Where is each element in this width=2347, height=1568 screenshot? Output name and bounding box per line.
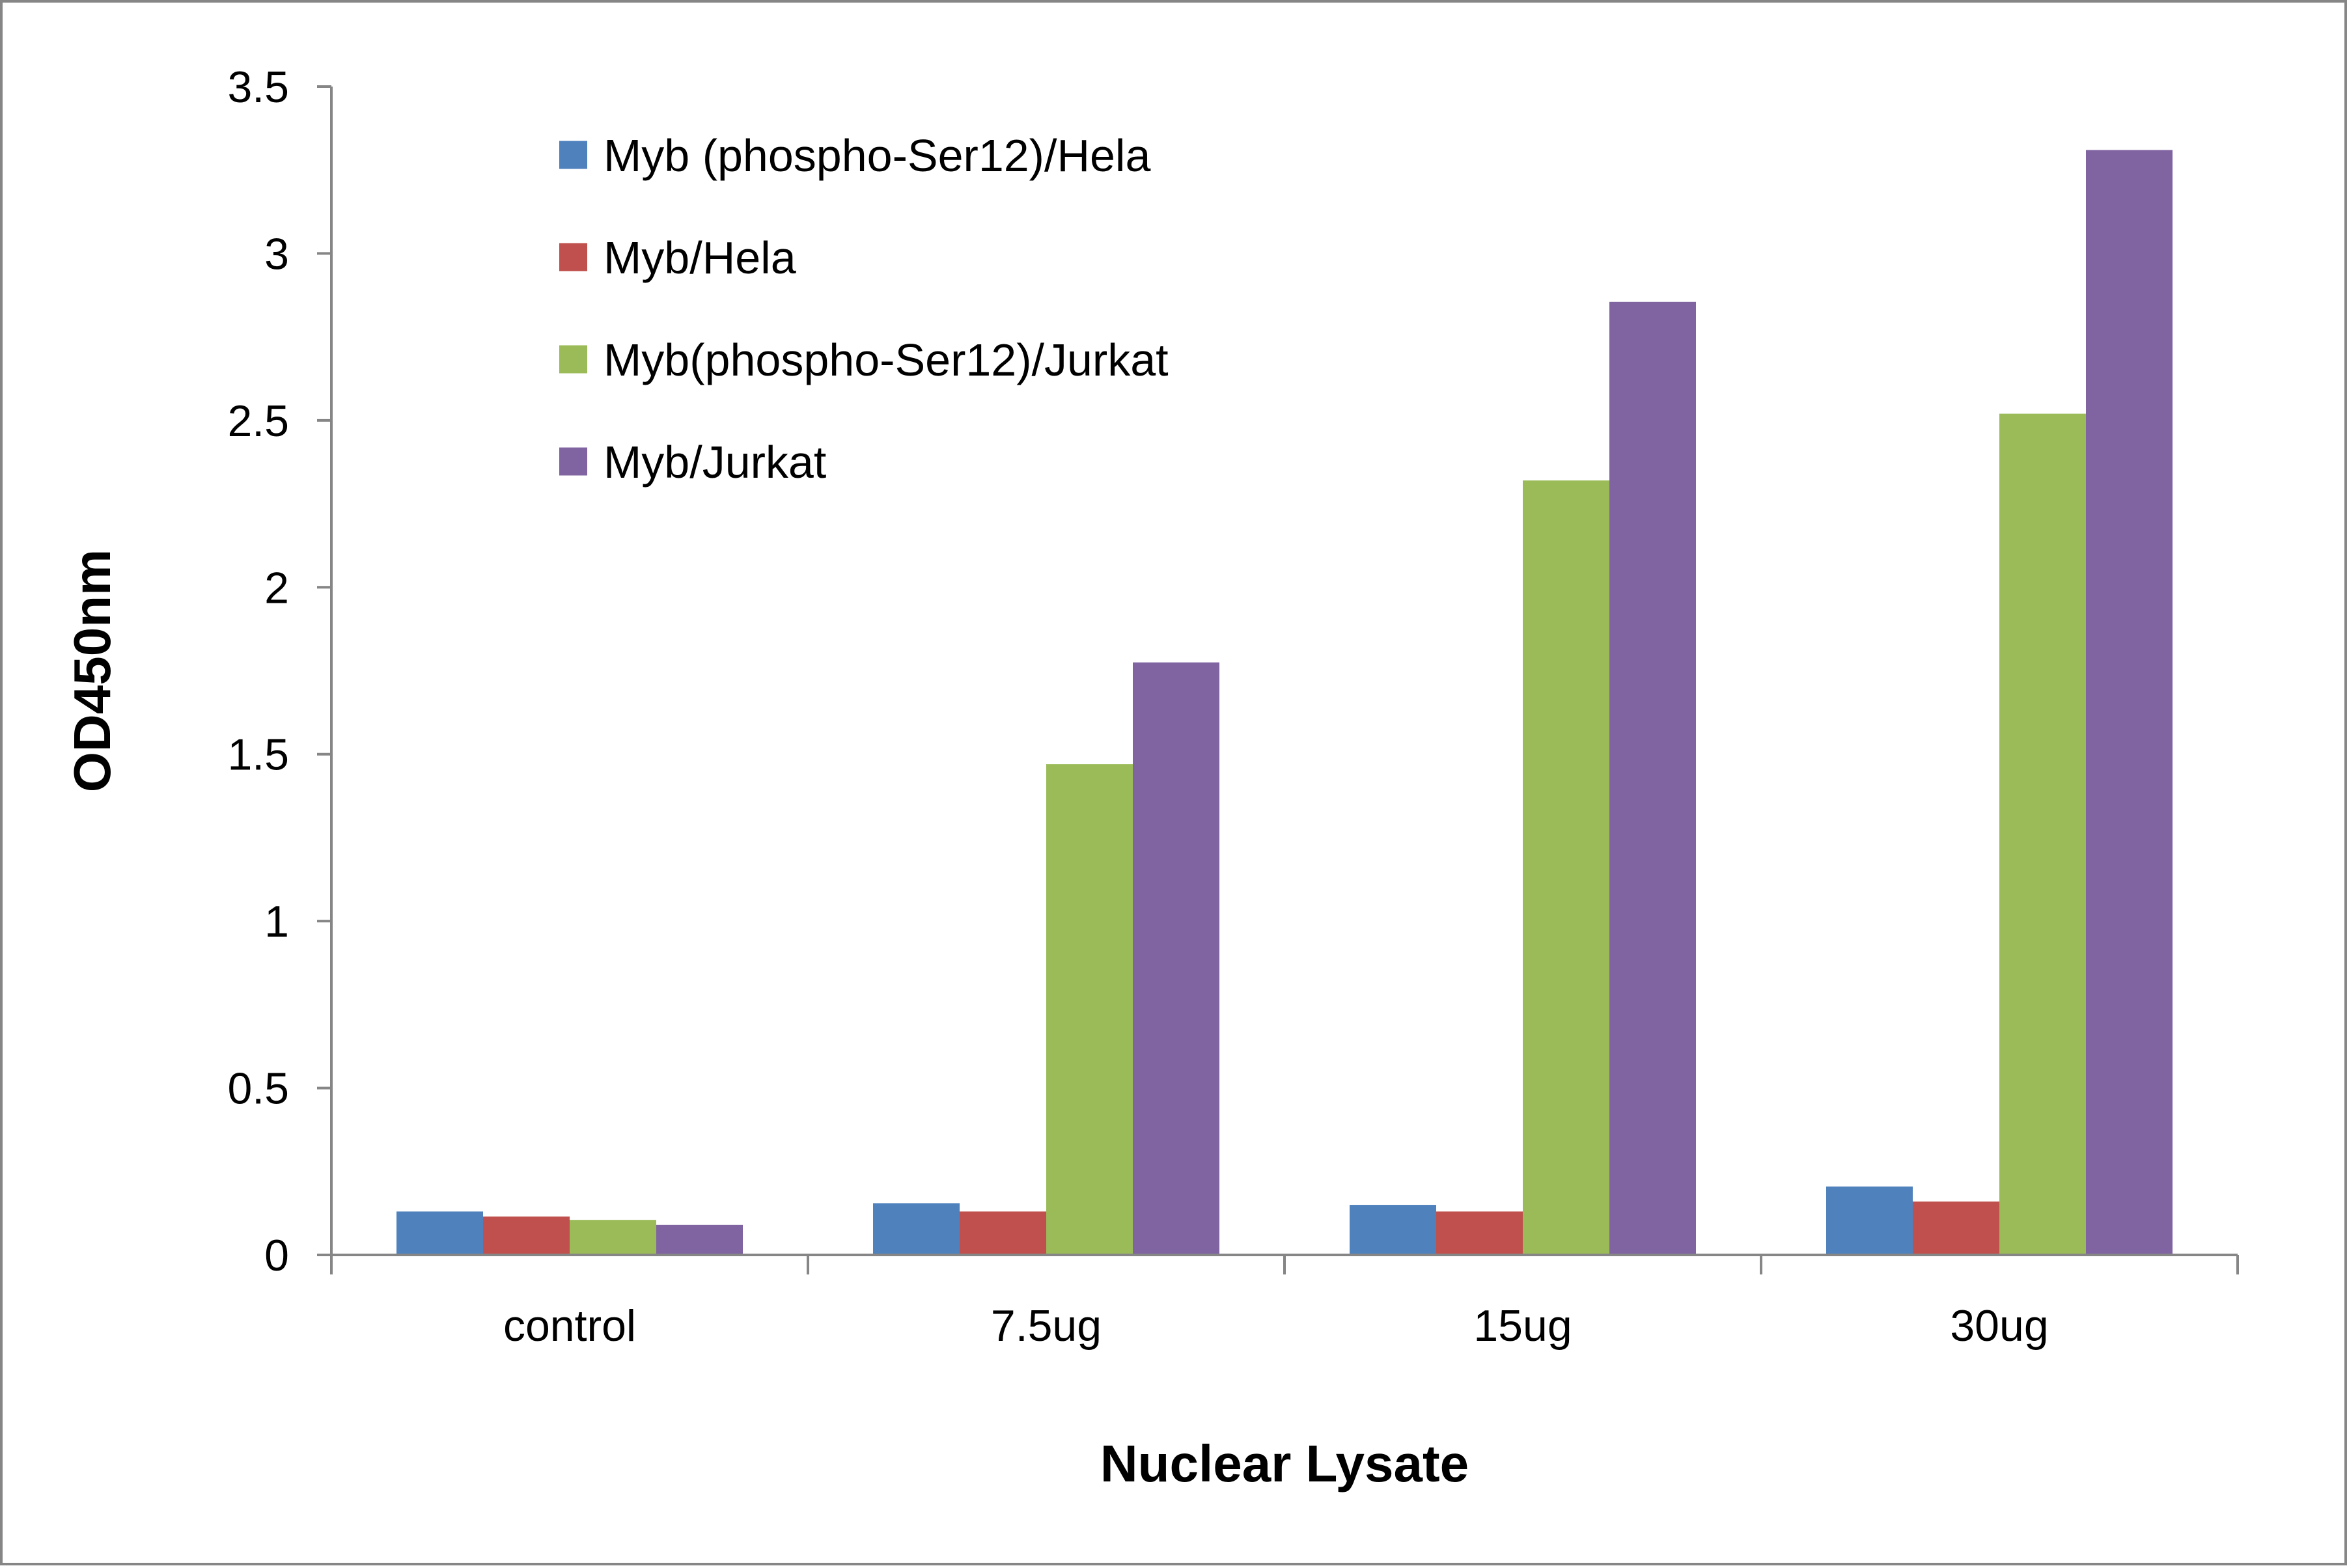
legend-swatch — [559, 141, 587, 169]
y-tick-label: 2.5 — [227, 396, 289, 446]
legend-swatch — [559, 447, 587, 476]
bar-myb-phospho-ser12-jurkat-control — [570, 1220, 656, 1255]
bar-myb-jurkat-control — [656, 1224, 743, 1255]
bar-myb-phospho-ser12-jurkat-7-5ug — [1046, 764, 1133, 1255]
x-tick-label: control — [503, 1301, 636, 1351]
y-tick-label: 0.5 — [227, 1064, 289, 1114]
y-axis-title: OD450nm — [63, 549, 121, 792]
bar-myb-jurkat-15ug — [1609, 301, 1696, 1255]
legend-label: Myb (phospho-Ser12)/Hela — [604, 130, 1150, 181]
x-tick-label: 30ug — [1950, 1301, 2048, 1351]
bar-myb-hela-15ug — [1436, 1211, 1523, 1255]
bar-chart: 0 0.5 1 1.5 2 2.5 3 3.5 control 7.5ug 15ug 30ug Nucl… — [63, 62, 2239, 1492]
legend: Myb (phospho-Ser12)/Hela Myb/Hela Myb(phos… — [559, 130, 1169, 488]
y-tick-label: 1 — [264, 897, 289, 946]
labels-layer: 0 0.5 1 1.5 2 2.5 3 3.5 control 7.5ug 15ug 30ug Nucl… — [63, 62, 2049, 1492]
bar-myb-hela-7-5ug — [960, 1211, 1046, 1255]
bar-myb-phospho-ser12-hela-15ug — [1350, 1205, 1436, 1255]
y-tick-label: 3 — [264, 229, 289, 279]
bar-myb-phospho-ser12-jurkat-15ug — [1523, 480, 1609, 1256]
x-tick-label: 7.5ug — [991, 1301, 1102, 1351]
x-axis-title: Nuclear Lysate — [1100, 1435, 1469, 1492]
legend-swatch — [559, 243, 587, 271]
axes-layer — [317, 85, 2239, 1274]
bar-myb-jurkat-7-5ug — [1133, 662, 1219, 1255]
bars-layer — [396, 150, 2173, 1256]
legend-label: Myb(phospho-Ser12)/Jurkat — [604, 335, 1169, 385]
bar-myb-phospho-ser12-hela-7-5ug — [873, 1203, 960, 1255]
legend-label: Myb/Hela — [604, 232, 796, 283]
y-tick-label: 2 — [264, 563, 289, 612]
y-tick-label: 0 — [264, 1231, 289, 1280]
x-tick-label: 15ug — [1473, 1301, 1572, 1351]
bar-myb-phospho-ser12-jurkat-30ug — [1999, 413, 2086, 1255]
legend-swatch — [559, 345, 587, 374]
legend-label: Myb/Jurkat — [604, 437, 826, 488]
bar-myb-hela-30ug — [1913, 1201, 1999, 1255]
y-tick-label: 3.5 — [227, 62, 289, 112]
bar-myb-jurkat-30ug — [2086, 150, 2173, 1255]
y-tick-label: 1.5 — [227, 730, 289, 780]
bar-myb-phospho-ser12-hela-control — [396, 1211, 483, 1255]
bar-myb-phospho-ser12-hela-30ug — [1826, 1186, 1913, 1255]
bar-myb-hela-control — [483, 1217, 570, 1255]
